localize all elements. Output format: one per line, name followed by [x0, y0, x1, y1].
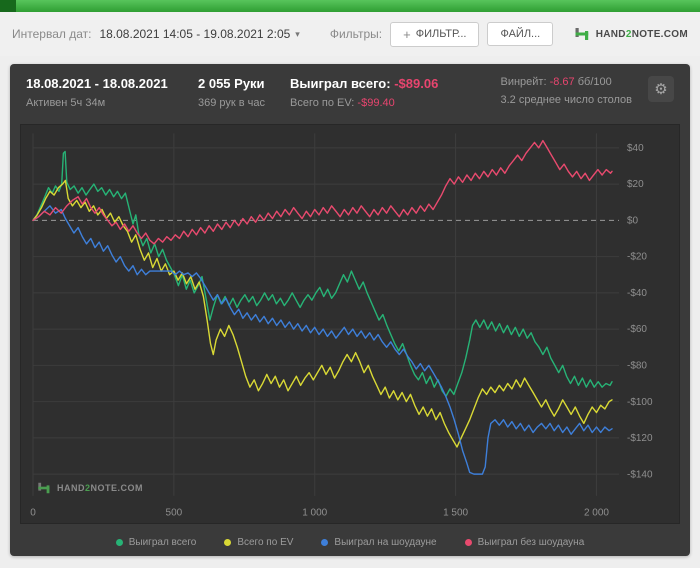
winrate-line: Винрейт: -8.67 бб/100	[500, 76, 612, 88]
session-stats-header: 18.08.2021 - 18.08.2021 Активен 5ч 34м 2…	[10, 64, 690, 109]
svg-text:-$20: -$20	[627, 252, 647, 263]
svg-text:-$60: -$60	[627, 324, 647, 335]
svg-text:-$120: -$120	[627, 433, 653, 444]
legend-label-won-total: Выиграл всего	[128, 537, 197, 548]
add-filter-button[interactable]: + ФИЛЬТР...	[390, 21, 480, 47]
titlebar-corner	[0, 0, 16, 12]
ev-total-value: -$99.40	[357, 97, 395, 109]
session-chart[interactable]: 0 500 1 000 1 500 2 000 $40 $20 $0 -$20 -$40 -$60 -…	[21, 125, 679, 523]
hands-per-hour: 369 рук в час	[198, 97, 266, 109]
legend-dot-ev	[224, 539, 232, 546]
avg-tables: 3.2 среднее число столов	[500, 94, 632, 106]
legend-item-showdown[interactable]: Выиграл на шоудауне	[321, 537, 437, 548]
add-filter-label: ФИЛЬТР...	[415, 28, 467, 40]
session-active-time: Активен 5ч 34м	[26, 97, 106, 109]
hand2note-logo-icon	[575, 28, 588, 40]
won-total: Выиграл всего: -$89.06	[290, 76, 439, 91]
chevron-down-icon: ▾	[295, 28, 300, 39]
date-range-dropdown[interactable]: 18.08.2021 14:05 - 19.08.2021 2:05 ▾	[99, 27, 299, 41]
legend-dot-noshowdown	[464, 539, 472, 546]
svg-text:$0: $0	[627, 215, 638, 226]
svg-text:2 000: 2 000	[584, 508, 609, 519]
watermark-text: HAND2NOTE.COM	[57, 483, 144, 493]
svg-text:-$140: -$140	[627, 469, 653, 480]
svg-text:$40: $40	[627, 143, 644, 154]
legend-label-noshowdown: Выиграл без шоудауна	[477, 537, 585, 548]
file-button[interactable]: ФАЙЛ...	[487, 22, 554, 46]
stat-hands: 2 055 Руки 369 рук в час	[198, 76, 290, 109]
chart-area: 0 500 1 000 1 500 2 000 $40 $20 $0 -$20 -$40 -$60 -…	[20, 124, 680, 524]
winrate-value: -8.67	[549, 76, 575, 88]
session-date-range: 18.08.2021 - 18.08.2021	[26, 76, 168, 91]
legend-item-won-total[interactable]: Выиграл всего	[115, 537, 197, 548]
won-total-value: -$89.06	[394, 76, 439, 91]
chart-watermark: HAND2NOTE.COM	[37, 481, 143, 495]
stat-date: 18.08.2021 - 18.08.2021 Активен 5ч 34м	[26, 76, 198, 109]
settings-button[interactable]: ⚙	[648, 76, 674, 102]
ev-total: Всего по EV: -$99.40	[290, 97, 395, 109]
gear-icon: ⚙	[654, 81, 668, 98]
interval-label: Интервал дат:	[12, 27, 92, 41]
legend-item-noshowdown[interactable]: Выиграл без шоудауна	[464, 537, 585, 548]
session-panel: 18.08.2021 - 18.08.2021 Активен 5ч 34м 2…	[10, 64, 690, 556]
plus-icon: +	[403, 26, 411, 42]
toolbar: Интервал дат: 18.08.2021 14:05 - 19.08.2…	[0, 12, 700, 56]
filters-label: Фильтры:	[329, 27, 383, 41]
svg-text:0: 0	[30, 508, 36, 519]
svg-text:-$80: -$80	[627, 360, 647, 371]
svg-text:-$100: -$100	[627, 397, 653, 408]
window-titlebar	[0, 0, 700, 12]
hands-count: 2 055 Руки	[198, 76, 265, 91]
date-range-value: 18.08.2021 14:05 - 19.08.2021 2:05	[99, 27, 291, 41]
file-button-label: ФАЙЛ...	[500, 28, 541, 40]
svg-text:1 500: 1 500	[443, 508, 468, 519]
svg-text:1 000: 1 000	[302, 508, 327, 519]
stat-winrate: Винрейт: -8.67 бб/100 3.2 среднее число …	[500, 76, 632, 106]
legend-dot-showdown	[321, 539, 329, 546]
svg-text:-$40: -$40	[627, 288, 647, 299]
svg-text:500: 500	[166, 508, 183, 519]
legend-item-ev[interactable]: Всего по EV	[224, 537, 293, 548]
legend-label-showdown: Выиграл на шоудауне	[334, 537, 437, 548]
legend-label-ev: Всего по EV	[237, 537, 294, 548]
hand2note-watermark-icon	[38, 482, 50, 494]
legend-dot-won-total	[115, 539, 123, 546]
stat-winnings: Выиграл всего: -$89.06 Всего по EV: -$99…	[290, 76, 438, 109]
svg-text:$20: $20	[627, 179, 644, 190]
brand-text: HAND2NOTE.COM	[595, 28, 688, 40]
chart-legend: Выиграл всего Всего по EV Выиграл на шоу…	[10, 537, 690, 548]
hand2note-brand[interactable]: HAND2NOTE.COM	[574, 26, 688, 42]
